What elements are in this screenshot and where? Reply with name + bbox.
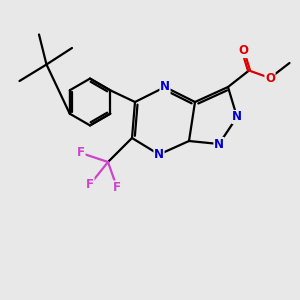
Text: F: F [86, 178, 94, 191]
Text: N: N [160, 80, 170, 94]
Text: O: O [265, 71, 275, 85]
Text: F: F [113, 181, 121, 194]
Text: N: N [214, 137, 224, 151]
Text: N: N [232, 110, 242, 124]
Text: N: N [154, 148, 164, 161]
Text: O: O [238, 44, 248, 58]
Text: F: F [77, 146, 85, 160]
